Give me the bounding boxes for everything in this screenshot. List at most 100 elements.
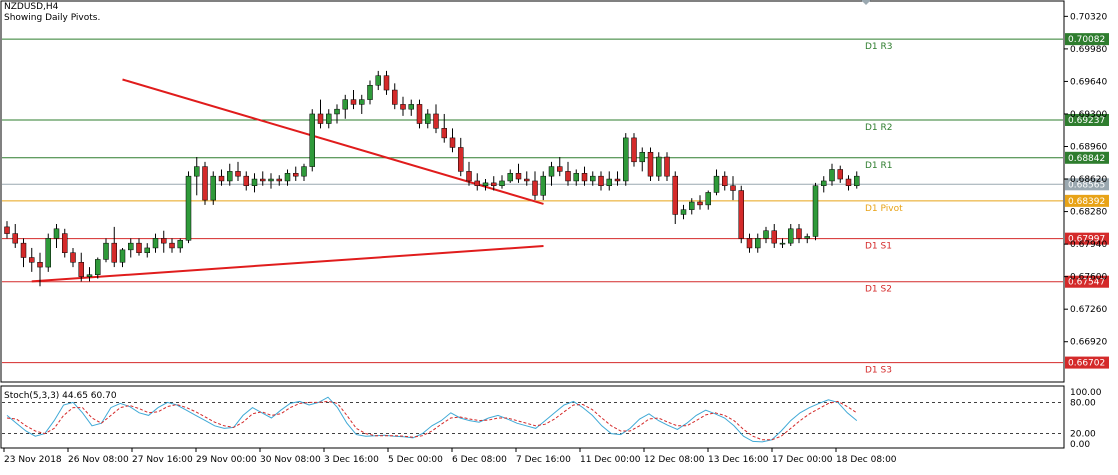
candle-body: [202, 166, 208, 201]
price-axis-group: 0.70320 0.69980 0.69640 0.69300 0.68960 0.686…: [1064, 12, 1107, 348]
candle-body: [705, 192, 711, 206]
price-tag-box: [1065, 113, 1109, 126]
stoch-tick-label: 100.00: [1070, 388, 1102, 398]
candle-body: [614, 178, 621, 182]
candle-body: [730, 185, 736, 191]
candle-body: [53, 228, 60, 239]
candle-body: [606, 178, 612, 186]
candle-body: [12, 233, 18, 244]
candle-body: [854, 175, 860, 186]
candle-body: [515, 173, 522, 180]
candle-body: [293, 173, 299, 177]
price-tick-label: 0.68620: [1070, 175, 1107, 185]
candle-body: [433, 113, 439, 129]
candle-body: [499, 180, 505, 186]
time-tick-label: 18 Dec 08:00: [836, 455, 897, 465]
shift-marker-icon: [861, 0, 871, 5]
candle-body: [367, 85, 373, 100]
stoch-main-line: [6, 396, 858, 443]
candle-body: [350, 99, 357, 105]
stoch-signal-line: [6, 400, 858, 441]
time-tick-label: 5 Dec 00:00: [388, 455, 443, 465]
price-tag-label: 0.68842: [1068, 154, 1105, 164]
candle-body: [581, 173, 588, 182]
candle-body: [548, 166, 555, 177]
candle-body: [45, 238, 51, 268]
candle-body: [152, 238, 159, 249]
price-tick-label: 0.70320: [1070, 12, 1107, 22]
candle-body: [177, 240, 183, 249]
candle-body: [169, 242, 175, 249]
stoch-tick-label: 20.00: [1070, 430, 1096, 440]
candle-body: [95, 259, 101, 275]
candle-body: [359, 99, 365, 105]
stoch-tick-label: 0.00: [1070, 440, 1090, 450]
candle-body: [590, 175, 596, 182]
trendline: [31, 245, 544, 283]
candle-body: [317, 113, 324, 124]
candle-body: [128, 242, 134, 251]
symbol-label: NZDUSD,H4: [4, 2, 59, 12]
price-tag-box: [1065, 232, 1109, 245]
current-price-tag-label: 0.68565: [1068, 180, 1105, 190]
price-tag-label: 0.66702: [1068, 359, 1105, 369]
time-tick-label: 11 Dec 00:00: [580, 455, 641, 465]
candle-body: [383, 75, 390, 91]
candle-body: [268, 178, 274, 182]
candle-body: [185, 175, 192, 241]
candle-body: [103, 242, 109, 260]
candle-body: [804, 236, 810, 239]
price-tag-box: [1065, 151, 1109, 164]
time-tick-label: 13 Dec 16:00: [708, 455, 769, 465]
candle-body: [598, 175, 604, 186]
candle-body: [713, 175, 720, 193]
candle-body: [161, 238, 167, 244]
candle-body: [837, 169, 843, 180]
candle-body: [812, 185, 819, 237]
candle-body: [251, 178, 258, 186]
price-tag-box: [1065, 194, 1109, 207]
candle-body: [276, 178, 282, 182]
price-tick-label: 0.69300: [1070, 110, 1107, 120]
candle-body: [144, 247, 150, 253]
candle-body: [507, 173, 513, 182]
candle-body: [474, 180, 480, 186]
stoch-panel-frame: [0, 385, 1065, 449]
trendline: [122, 78, 544, 205]
candle-body: [136, 242, 142, 253]
price-tag-box: [1065, 356, 1109, 369]
candle-body: [119, 249, 126, 263]
time-tick-label: 27 Nov 16:00: [132, 455, 193, 465]
price-tick-label: 0.68960: [1070, 143, 1107, 153]
candle-body: [466, 171, 472, 182]
candle-body: [623, 137, 629, 182]
time-tick-label: 12 Dec 08:00: [644, 455, 705, 465]
candle-body: [524, 178, 530, 182]
price-tick-label: 0.67940: [1070, 240, 1107, 250]
pivot-name: D1 R2: [865, 123, 893, 133]
candle-body: [697, 201, 703, 206]
candle-body: [20, 242, 27, 258]
pivot-name: D1 Pivot: [865, 204, 903, 214]
candle-body: [62, 233, 68, 253]
candle-body: [631, 137, 637, 163]
candle-body: [70, 252, 76, 263]
candle-body: [425, 113, 431, 124]
price-tag-label: 0.70082: [1068, 35, 1105, 45]
candle-body: [416, 104, 423, 124]
candle-body: [763, 230, 769, 239]
candle-body: [235, 171, 241, 177]
candle-body: [573, 173, 579, 182]
candle-body: [458, 147, 464, 172]
candle-body: [779, 242, 786, 245]
candle-body: [738, 190, 744, 239]
candle-body: [111, 242, 117, 263]
candle-body: [689, 201, 695, 210]
candle-body: [755, 238, 761, 249]
time-tick-label: 23 Nov 2018: [4, 455, 62, 465]
candle-body: [532, 180, 538, 196]
candle-body: [829, 169, 835, 182]
price-tick-label: 0.69980: [1070, 45, 1107, 55]
